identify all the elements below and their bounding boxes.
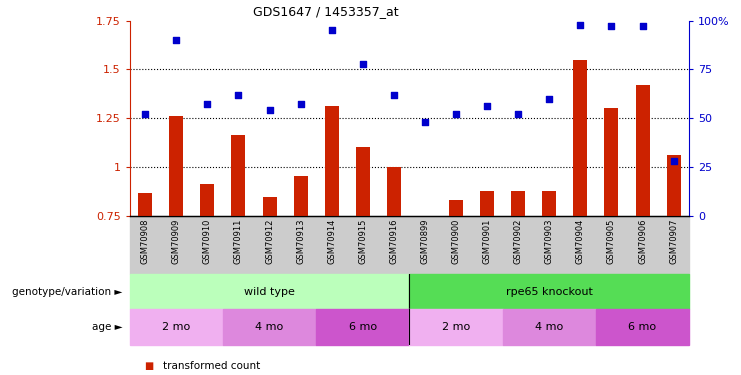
Point [574, 21, 586, 27]
Point [450, 111, 462, 117]
Point [202, 102, 213, 108]
Bar [480, 191, 494, 216]
Text: wild type: wild type [244, 286, 295, 297]
Bar [139, 193, 152, 216]
Point [264, 107, 276, 113]
Point [295, 102, 307, 108]
Point [481, 104, 493, 110]
Bar [596, 309, 689, 345]
Point [233, 92, 245, 98]
Bar [511, 191, 525, 216]
Bar [409, 274, 689, 309]
Bar [502, 309, 596, 345]
Text: 2 mo: 2 mo [442, 322, 470, 332]
Bar [418, 216, 432, 217]
Bar [449, 200, 463, 216]
Bar [262, 197, 276, 216]
Point [512, 111, 524, 117]
Bar [169, 116, 183, 216]
Bar [356, 147, 370, 216]
Bar [325, 106, 339, 216]
Bar [542, 191, 556, 216]
Text: 4 mo: 4 mo [256, 322, 284, 332]
Point [668, 158, 679, 164]
Bar [574, 60, 588, 216]
Bar [409, 309, 502, 345]
Point [170, 37, 182, 43]
Bar [387, 167, 401, 216]
Text: genotype/variation ►: genotype/variation ► [12, 286, 122, 297]
Bar [316, 309, 409, 345]
Text: transformed count: transformed count [163, 361, 260, 370]
Text: 6 mo: 6 mo [628, 322, 657, 332]
Text: 2 mo: 2 mo [162, 322, 190, 332]
Bar [130, 309, 223, 345]
Bar [636, 85, 650, 216]
Point [388, 92, 400, 98]
Point [419, 119, 431, 125]
Text: 6 mo: 6 mo [349, 322, 377, 332]
Bar [231, 135, 245, 216]
Text: age ►: age ► [92, 322, 122, 332]
Point [543, 96, 555, 102]
Text: GDS1647 / 1453357_at: GDS1647 / 1453357_at [253, 5, 399, 18]
Point [326, 27, 338, 33]
Bar [293, 176, 308, 216]
Bar [667, 155, 680, 216]
Text: ■: ■ [144, 361, 153, 370]
Text: 4 mo: 4 mo [535, 322, 563, 332]
Point [357, 60, 369, 66]
Bar [130, 274, 409, 309]
Point [637, 24, 648, 30]
Text: rpe65 knockout: rpe65 knockout [506, 286, 593, 297]
Bar [200, 184, 214, 216]
Bar [605, 108, 619, 216]
Bar [223, 309, 316, 345]
Point [139, 111, 151, 117]
Point [605, 24, 617, 30]
